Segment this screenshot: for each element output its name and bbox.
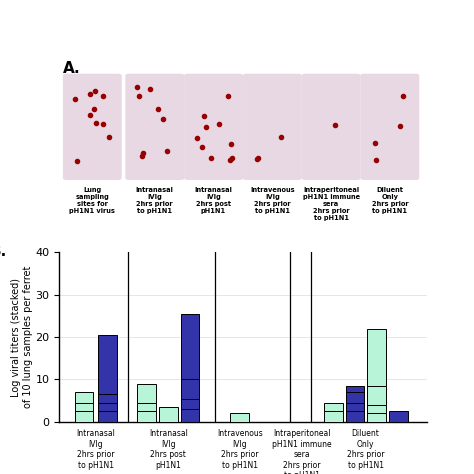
Bar	[137, 384, 156, 403]
Bar	[230, 413, 249, 422]
FancyBboxPatch shape	[360, 73, 419, 180]
Bar	[99, 403, 117, 411]
FancyBboxPatch shape	[125, 73, 184, 180]
Bar	[367, 405, 386, 413]
FancyBboxPatch shape	[63, 73, 122, 180]
Bar	[181, 314, 200, 380]
Text: Intravenous
IVIg
2hrs prior
to pH1N1: Intravenous IVIg 2hrs prior to pH1N1	[250, 187, 295, 214]
Bar	[137, 403, 156, 411]
Bar	[181, 409, 200, 422]
Text: Lung
sampling
sites for
pH1N1 virus: Lung sampling sites for pH1N1 virus	[69, 187, 115, 214]
Bar	[367, 328, 386, 386]
Bar	[99, 394, 117, 403]
FancyBboxPatch shape	[243, 73, 301, 180]
Bar	[367, 413, 386, 422]
Text: Intraperitoneal
pH1N1 immune
sera
2hrs prior
to pH1N1: Intraperitoneal pH1N1 immune sera 2hrs p…	[302, 187, 360, 221]
Bar	[75, 411, 93, 422]
Text: Intranasal
IVIg
2hrs post
pH1N1: Intranasal IVIg 2hrs post pH1N1	[195, 187, 232, 214]
Bar	[181, 380, 200, 399]
Bar	[137, 411, 156, 422]
Bar	[346, 411, 365, 422]
Text: Diluent
Only
2hrs prior
to pH1N1: Diluent Only 2hrs prior to pH1N1	[372, 187, 408, 214]
Bar	[346, 386, 365, 392]
Bar	[99, 411, 117, 422]
Bar	[181, 399, 200, 409]
Bar	[367, 386, 386, 405]
Text: A.: A.	[63, 61, 81, 76]
Text: Intranasal
IVIg
2hrs prior
to pH1N1: Intranasal IVIg 2hrs prior to pH1N1	[136, 187, 173, 214]
FancyBboxPatch shape	[301, 73, 360, 180]
Text: B.: B.	[0, 244, 7, 259]
Bar	[346, 392, 365, 403]
Bar	[324, 411, 343, 422]
Bar	[99, 335, 117, 394]
Bar	[159, 407, 178, 422]
Bar	[75, 392, 93, 403]
Bar	[346, 403, 365, 411]
Bar	[324, 403, 343, 411]
FancyBboxPatch shape	[184, 73, 243, 180]
Bar	[389, 411, 408, 422]
Y-axis label: Log viral titers (stacked)
of 10 lung samples per ferret: Log viral titers (stacked) of 10 lung sa…	[11, 266, 33, 408]
Bar	[75, 403, 93, 411]
